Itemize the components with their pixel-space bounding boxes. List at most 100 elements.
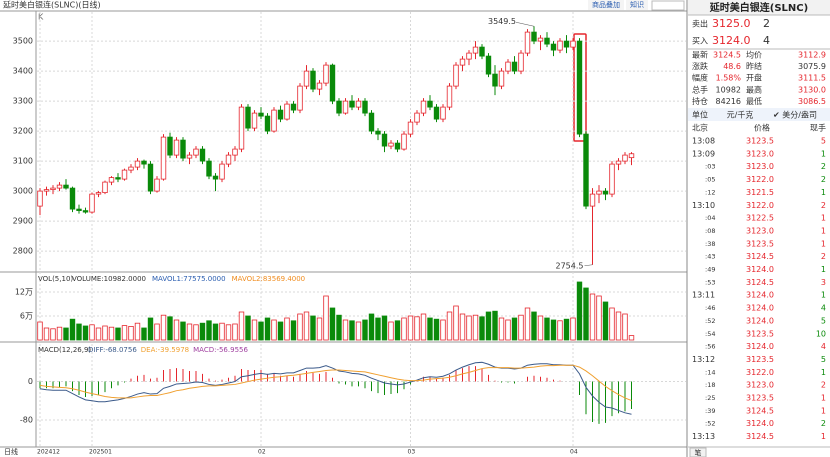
volume-bar xyxy=(440,319,446,341)
y-tick-label: 6万 xyxy=(20,312,33,321)
candle-body xyxy=(154,178,160,192)
volume-bar xyxy=(479,316,485,341)
volume-bar xyxy=(147,317,154,341)
candle-body xyxy=(622,154,628,162)
volume-bar xyxy=(284,317,290,341)
volume-bar xyxy=(576,281,583,341)
tick-qty: 2 xyxy=(821,252,826,261)
candle-body xyxy=(258,112,264,117)
candle-body xyxy=(303,70,310,87)
candle-body xyxy=(479,46,485,57)
volume-bar xyxy=(368,313,375,341)
candle-body xyxy=(414,112,420,123)
volume-bar xyxy=(167,316,173,341)
candle-body xyxy=(225,154,232,165)
tick-price: 3123.5 xyxy=(746,239,774,248)
tick-qty: 1 xyxy=(821,291,826,300)
stat-label: 最低 xyxy=(746,96,762,106)
tick-qty: 1 xyxy=(821,149,826,158)
tick-qty: 10 xyxy=(816,329,826,338)
period-label: 日线 xyxy=(4,447,18,456)
volume-bar xyxy=(414,316,420,341)
volume-bar xyxy=(245,315,251,341)
stat-label: 涨跌 xyxy=(692,61,708,71)
volume-bar xyxy=(466,315,472,341)
unit-option[interactable]: ✔ 美分/盎司 xyxy=(773,110,817,120)
knowledge-button[interactable] xyxy=(626,0,648,10)
volume-bar xyxy=(394,320,401,341)
candle-body xyxy=(37,190,43,207)
volume-bar xyxy=(446,311,453,341)
tick-price: 3121.5 xyxy=(746,188,774,197)
volume-bar xyxy=(115,327,121,341)
candle-body xyxy=(69,187,76,210)
tick-time: 13:10 xyxy=(692,201,715,210)
candle-body xyxy=(284,103,290,120)
tick-time: :52 xyxy=(705,420,715,428)
ticks-header: 北京 xyxy=(692,123,708,133)
candle-body xyxy=(628,153,635,159)
stat-label: 幅度 xyxy=(692,73,708,83)
tick-time: :52 xyxy=(705,317,715,325)
x-tick-label: 02 xyxy=(258,449,266,456)
candle-body xyxy=(505,61,511,72)
volume-bar xyxy=(511,317,518,341)
candle-body xyxy=(394,142,401,150)
volume-bar xyxy=(557,320,563,341)
min-pointer xyxy=(584,264,593,267)
tick-qty: 2 xyxy=(821,419,826,428)
tick-time: :12 xyxy=(705,188,715,196)
tick-price: 3124.5 xyxy=(746,432,774,441)
candle-body xyxy=(336,100,342,114)
volume-bar xyxy=(622,313,628,341)
volume-bar xyxy=(589,293,596,341)
candle-body xyxy=(128,166,134,171)
candle-body xyxy=(602,190,609,195)
volume-bar xyxy=(531,311,537,341)
highlight-box xyxy=(573,33,587,142)
candle-body xyxy=(63,184,69,189)
volume-bar xyxy=(420,313,427,341)
volume-bar xyxy=(615,311,622,341)
min-label: 2754.5 xyxy=(556,261,584,270)
candle-body xyxy=(466,52,472,60)
candle-body xyxy=(264,115,271,132)
candle-body xyxy=(498,70,505,87)
tab[interactable] xyxy=(689,447,707,457)
candle-body xyxy=(180,139,186,159)
volume-bar xyxy=(563,318,570,341)
overlay-button-label[interactable]: 商品叠加 xyxy=(592,0,620,9)
overlay-button[interactable] xyxy=(588,0,624,10)
unit-option[interactable]: 元/千克 xyxy=(727,110,754,120)
volume-bar xyxy=(349,320,355,341)
volume-bar xyxy=(401,317,407,341)
tab-label[interactable]: 笔 xyxy=(695,448,702,457)
knowledge-button-label[interactable]: 知识 xyxy=(630,0,644,9)
candle-body xyxy=(472,46,479,54)
volume-bar xyxy=(37,321,43,341)
search-box[interactable] xyxy=(651,0,685,11)
volume-bar xyxy=(433,318,440,341)
tick-price: 3123.5 xyxy=(746,355,774,364)
candle-body xyxy=(147,163,154,192)
volume-bar xyxy=(329,307,336,341)
y-tick-label: 3200 xyxy=(13,127,33,136)
tick-qty: 1 xyxy=(821,265,826,274)
candle-body xyxy=(440,106,446,120)
candle-body xyxy=(453,64,459,87)
volume-bar xyxy=(524,307,531,341)
volume-bar xyxy=(609,307,615,341)
x-tick-label: 202501 xyxy=(89,449,112,456)
volume-bar xyxy=(43,327,50,341)
tick-time: 13:08 xyxy=(692,137,715,146)
candle-body xyxy=(544,37,550,45)
volume-bar xyxy=(459,313,466,341)
stat-label: 持仓 xyxy=(692,96,708,106)
tick-time: :25 xyxy=(705,394,715,402)
candle-body xyxy=(212,175,219,180)
panel-title-bg xyxy=(688,0,830,15)
tick-qty: 1 xyxy=(821,394,826,403)
tick-time: 13:12 xyxy=(692,355,715,364)
candle-body xyxy=(297,85,303,111)
